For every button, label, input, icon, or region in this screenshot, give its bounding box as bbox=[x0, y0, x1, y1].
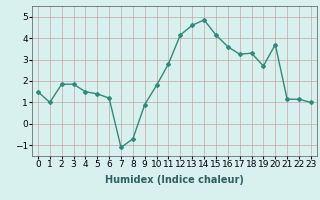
X-axis label: Humidex (Indice chaleur): Humidex (Indice chaleur) bbox=[105, 175, 244, 185]
